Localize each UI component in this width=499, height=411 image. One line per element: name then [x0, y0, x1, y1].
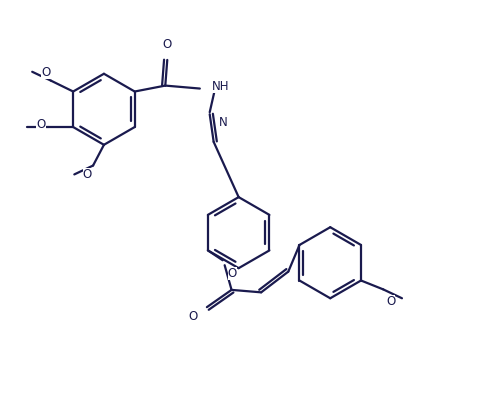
Text: O: O [41, 66, 50, 79]
Text: NH: NH [212, 80, 229, 93]
Text: O: O [36, 118, 45, 131]
Text: O: O [189, 310, 198, 323]
Text: O: O [163, 38, 172, 51]
Text: O: O [83, 168, 92, 181]
Text: O: O [386, 296, 395, 308]
Text: N: N [219, 116, 228, 129]
Text: O: O [228, 267, 237, 280]
